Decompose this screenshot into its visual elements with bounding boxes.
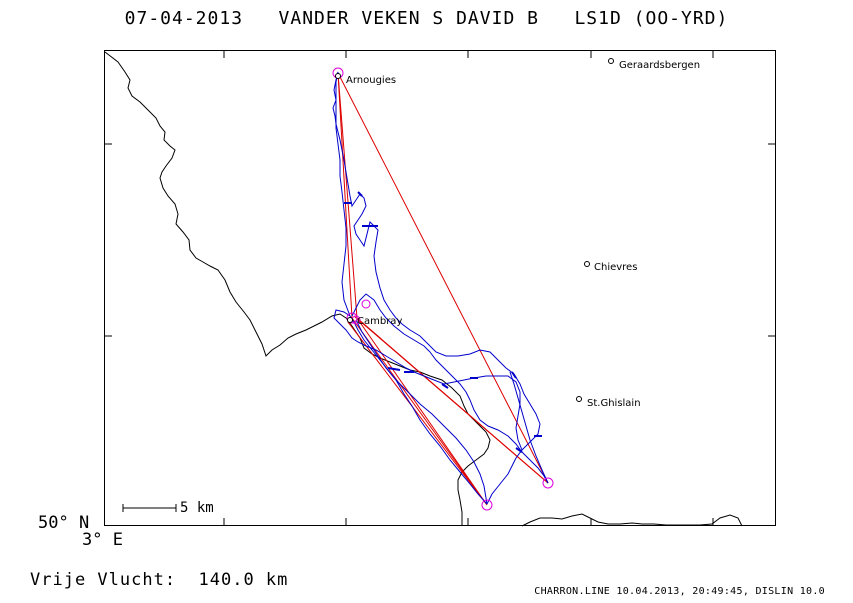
task-lines: [337, 72, 549, 506]
scale-label: 5 km: [180, 500, 214, 516]
city-dot-geraardsbergen: [608, 58, 614, 64]
city-dot-arnougies: [335, 73, 341, 79]
city-label-geraardsbergen: Geraardsbergen: [619, 60, 701, 71]
map-title: 07-04-2013 VANDER VEKEN S DAVID B LS1D (…: [124, 8, 729, 29]
distance-label: Vrije Vlucht: 140.0 km: [30, 570, 289, 590]
country-border: [104, 51, 743, 527]
city-markers: [335, 58, 614, 402]
city-dot-stghislain: [576, 396, 582, 402]
map-frame: [104, 50, 776, 526]
scale-bar: [122, 504, 177, 512]
track-markers: [344, 191, 542, 453]
gps-track: [332, 71, 549, 505]
city-dot-chievres: [584, 261, 590, 267]
city-label-cambray: Cambray: [357, 316, 403, 327]
city-dot-cambray: [347, 317, 353, 323]
turnpoint-finish: [346, 312, 358, 324]
city-label-chievres: Chievres: [594, 262, 638, 273]
turnpoint-2: [542, 477, 554, 489]
longitude-label: 3° E: [82, 530, 123, 550]
credit-line: CHARRON.LINE 10.04.2013, 20:49:45, DISLI…: [534, 586, 825, 597]
city-label-stghislain: St.Ghislain: [587, 398, 641, 409]
axis-ticks: [104, 50, 776, 526]
latitude-label: 50° N: [38, 513, 90, 533]
turnpoints: [332, 67, 554, 511]
city-label-arnougies: Arnougies: [346, 75, 397, 86]
turnpoint-3: [481, 499, 493, 511]
